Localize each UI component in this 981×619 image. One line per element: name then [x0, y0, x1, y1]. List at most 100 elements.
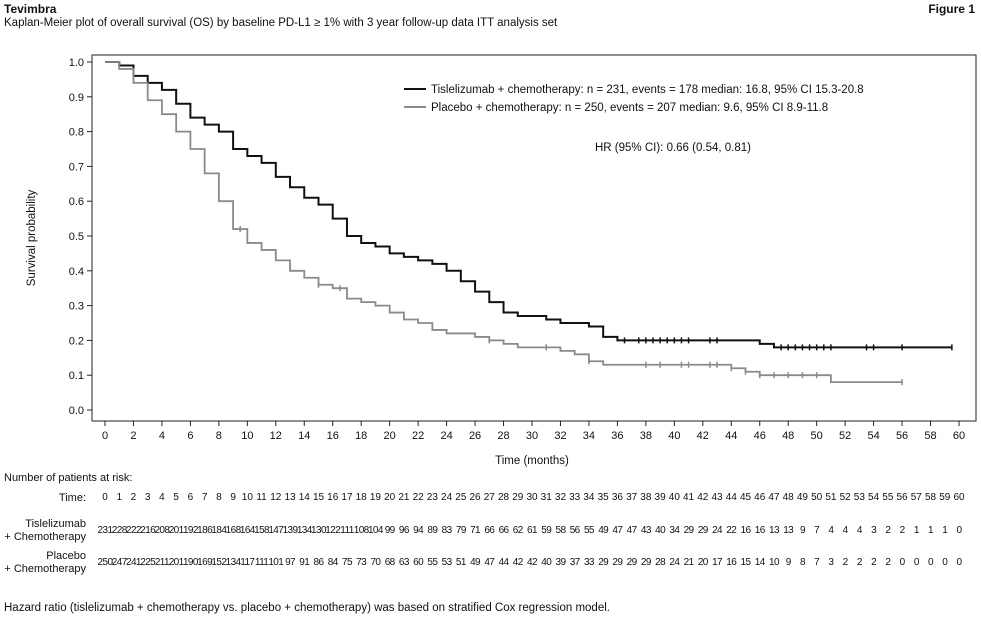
risk-value: 201 [168, 557, 184, 568]
risk-time-value: 44 [725, 492, 737, 503]
risk-time-value: 55 [882, 492, 894, 503]
x-tick-label: 60 [953, 430, 965, 442]
risk-value: 2 [871, 557, 877, 568]
x-tick-label: 52 [839, 430, 851, 442]
risk-time-value: 53 [853, 492, 865, 503]
risk-value: 39 [555, 557, 566, 568]
risk-value: 51 [455, 557, 467, 568]
y-tick-label: 0.6 [69, 196, 84, 208]
risk-time-value: 21 [398, 492, 410, 503]
risk-value: 40 [541, 557, 552, 568]
risk-time-value: 17 [341, 492, 353, 503]
risk-value: 122 [325, 525, 341, 536]
series-layer [105, 61, 953, 386]
x-tick-label: 14 [298, 430, 310, 442]
y-tick-label: 0.4 [69, 266, 84, 278]
x-tick-label: 56 [896, 430, 908, 442]
risk-value: 68 [384, 557, 396, 568]
risk-value: 53 [441, 557, 453, 568]
x-axis: 0 2 4 6 8 10 12 14 16 18 20 22 24 26 28 30 32 34 36 38 40 42 4… [102, 421, 965, 442]
risk-value: 247 [111, 557, 127, 568]
risk-value: 43 [640, 525, 652, 536]
risk-value: 222 [126, 525, 141, 536]
risk-value: 84 [327, 557, 339, 568]
risk-value: 2 [899, 525, 906, 536]
x-tick-label: 0 [102, 430, 108, 442]
risk-time-value: 18 [355, 492, 367, 503]
risk-value: 190 [182, 557, 198, 568]
risk-time-value: 0 [102, 492, 108, 503]
risk-value: 29 [626, 557, 638, 568]
risk-value: 58 [555, 525, 566, 536]
risk-value: 28 [655, 557, 666, 568]
risk-time-value: 30 [526, 492, 538, 503]
risk-time-value: 6 [187, 492, 194, 503]
risk-value: 134 [296, 525, 312, 536]
risk-time-value: 59 [939, 492, 951, 503]
risk-value: 47 [484, 557, 495, 568]
y-axis: 0.0 0.1 0.2 0.3 0.4 0.5 0.6 0.7 0.8 0.9 1.0 [69, 57, 92, 417]
x-axis-title: Time (months) [495, 455, 569, 467]
risk-value: 37 [569, 557, 581, 568]
risk-time-value: 3 [144, 492, 151, 503]
risk-time-value: 14 [298, 492, 310, 503]
risk-time-value: 36 [611, 492, 623, 503]
risk-value: 134 [225, 557, 241, 568]
risk-row-label-line1: Tislelizumab [25, 518, 86, 530]
x-tick-label: 36 [611, 430, 623, 442]
risk-value: 42 [527, 557, 538, 568]
risk-value: 101 [268, 557, 284, 568]
risk-time-value: 8 [216, 492, 222, 503]
risk-value: 89 [427, 525, 438, 536]
risk-value: 208 [154, 525, 170, 536]
risk-time-value: 35 [597, 492, 609, 503]
risk-value: 70 [370, 557, 381, 568]
x-tick-label: 42 [697, 430, 709, 442]
risk-value: 47 [612, 525, 623, 536]
y-tick-label: 0.7 [69, 161, 84, 173]
risk-value: 42 [512, 557, 524, 568]
risk-time-value: 51 [825, 492, 837, 503]
survival-curve-1 [105, 61, 952, 349]
risk-value: 130 [311, 525, 326, 536]
y-tick-label: 0.1 [69, 370, 84, 382]
risk-time-value: 41 [683, 492, 695, 503]
risk-time-value: 42 [697, 492, 709, 503]
risk-value: 117 [240, 557, 255, 568]
risk-time-value: 56 [896, 492, 908, 503]
risk-value: 7 [814, 557, 820, 568]
risk-value: 24 [712, 525, 723, 536]
risk-value: 108 [353, 525, 369, 536]
risk-value: 33 [583, 557, 595, 568]
x-tick-label: 2 [130, 430, 136, 442]
risk-value: 34 [669, 525, 680, 536]
risk-time-value: 38 [640, 492, 652, 503]
risk-value: 250 [97, 557, 113, 568]
x-tick-label: 58 [924, 430, 936, 442]
risk-value: 0 [928, 557, 934, 568]
risk-time-value: 1 [116, 492, 122, 503]
risk-value: 0 [956, 525, 963, 536]
risk-value: 66 [498, 525, 510, 536]
risk-time-value: 26 [469, 492, 481, 503]
risk-value: 0 [956, 557, 963, 568]
risk-value: 0 [913, 557, 920, 568]
risk-value: 16 [740, 525, 752, 536]
risk-value: 2 [856, 557, 863, 568]
x-tick-label: 6 [187, 430, 193, 442]
risk-value: 1 [942, 525, 948, 536]
risk-value: 29 [683, 525, 695, 536]
risk-value: 40 [655, 525, 666, 536]
hr-annotation: HR (95% CI): 0.66 (0.54, 0.81) [595, 142, 751, 154]
risk-value: 99 [384, 525, 396, 536]
risk-value: 164 [239, 525, 255, 536]
risk-value: 96 [398, 525, 410, 536]
risk-value: 21 [683, 557, 695, 568]
risk-value: 139 [282, 525, 298, 536]
risk-row-label-line2: + Chemotherapy [4, 531, 86, 543]
risk-time-value: 29 [512, 492, 524, 503]
risk-time-value: 19 [369, 492, 381, 503]
legend-label-1: Tislelizumab + chemotherapy: n = 231, ev… [431, 84, 864, 96]
y-tick-label: 0.2 [69, 335, 84, 347]
risk-value: 20 [697, 557, 709, 568]
